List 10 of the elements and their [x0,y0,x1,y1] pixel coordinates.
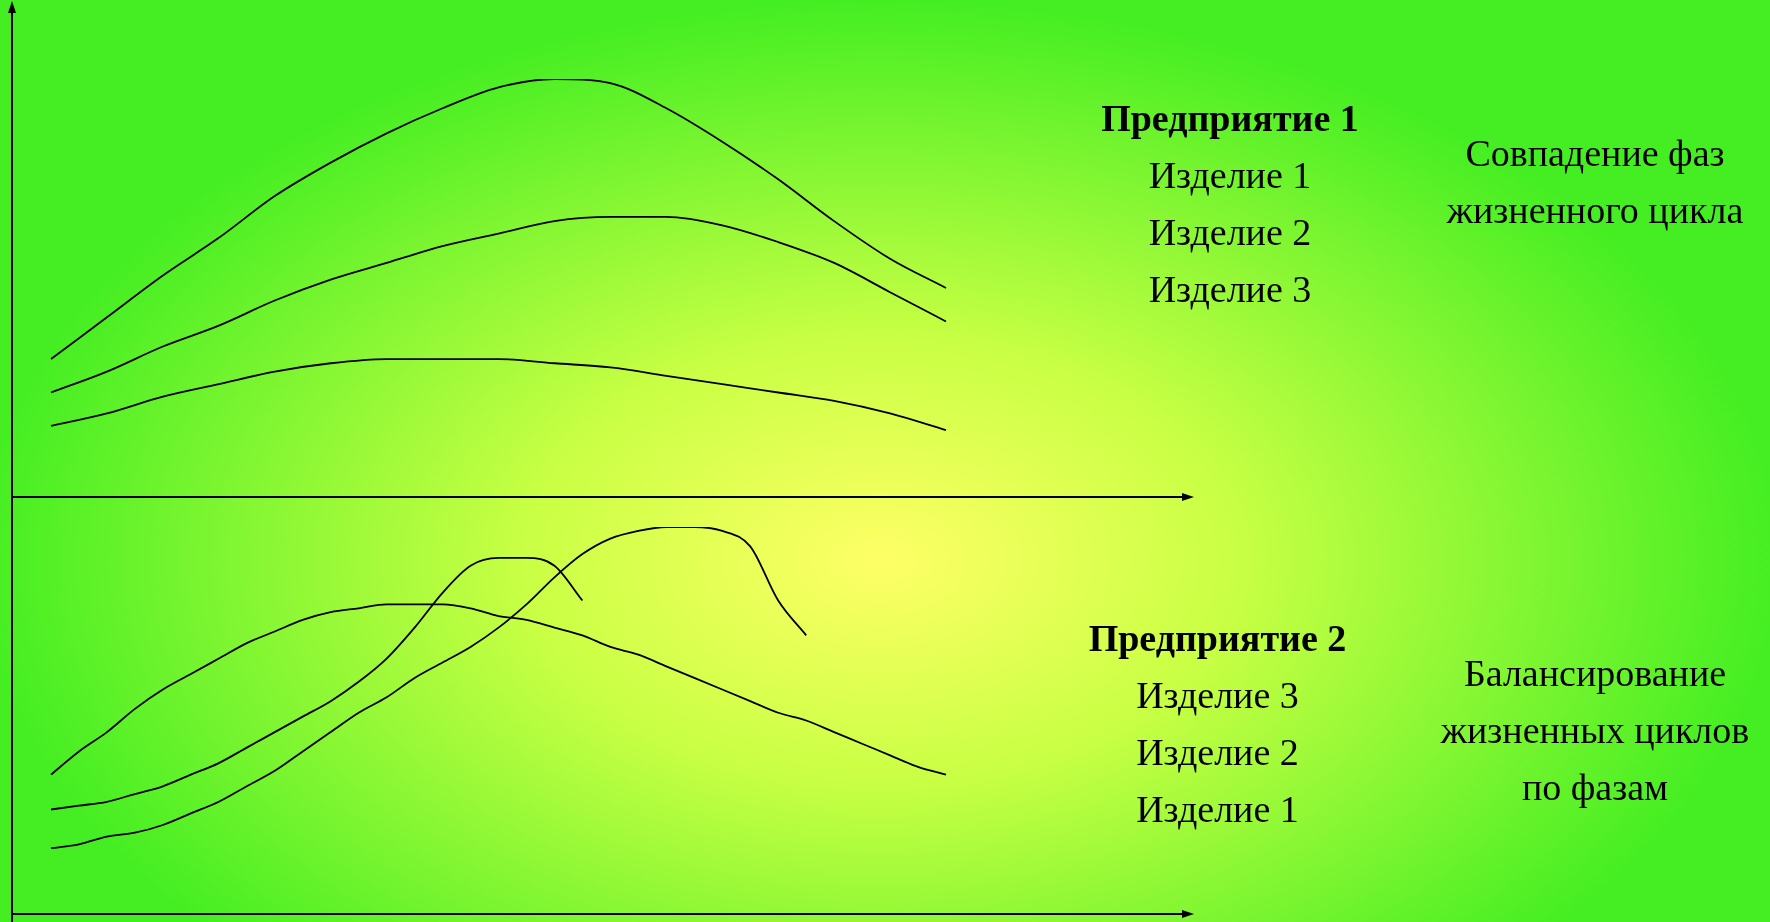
text: Изделие 3 [1135,673,1300,718]
text: Изделие 1 [1135,787,1300,832]
text: Предприятие 1 [1100,96,1360,141]
text: Изделие 1 [1147,153,1313,198]
text: Изделие 2 [1135,730,1300,775]
text: Балансирование жизненных циклов по фазам [1439,651,1751,810]
text: Изделие 3 [1147,267,1313,312]
text: Предприятие 2 [1087,616,1348,661]
text: Совпадение фаз жизненного цикла [1445,131,1745,233]
text: Изделие 2 [1147,210,1313,255]
